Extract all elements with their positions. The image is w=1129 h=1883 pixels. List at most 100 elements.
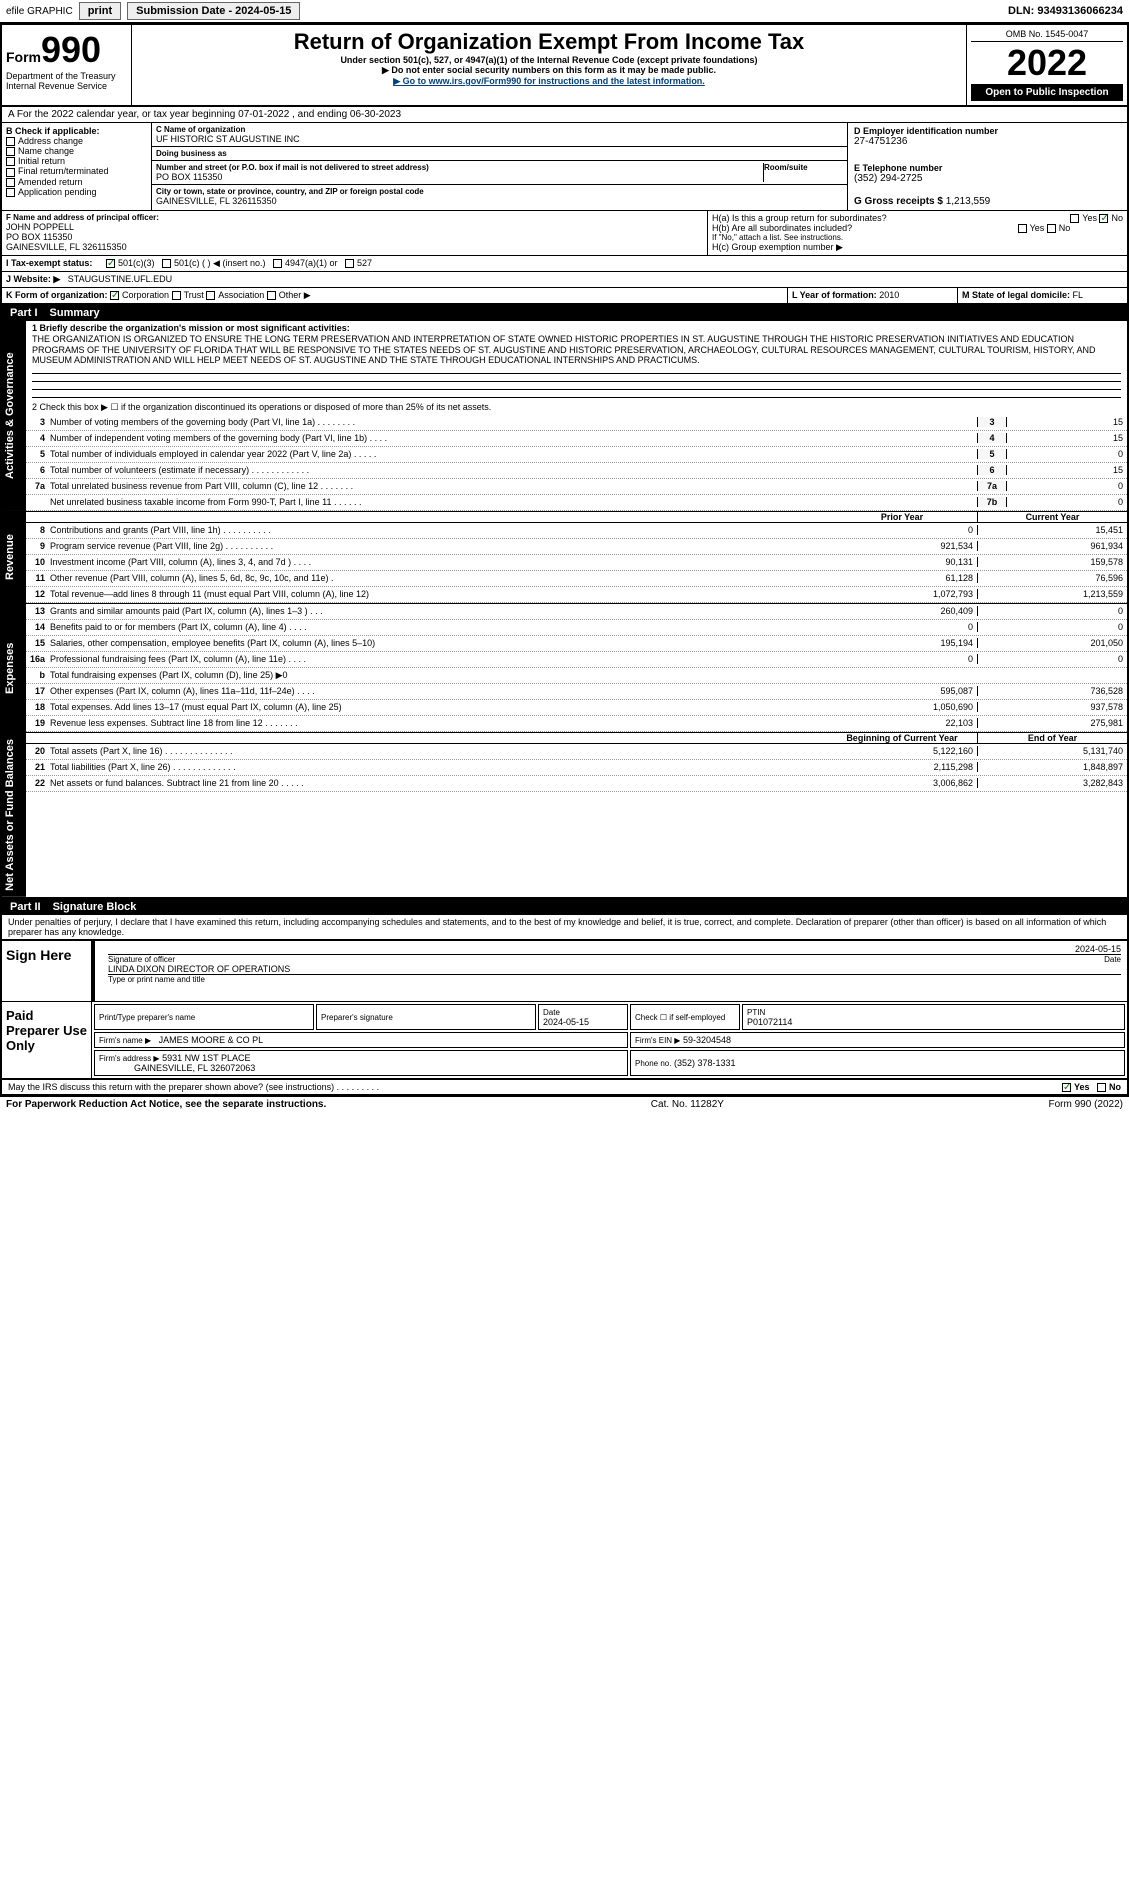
may-irs-text: May the IRS discuss this return with the… xyxy=(8,1082,1062,1092)
self-emp-label: Check ☐ if self-employed xyxy=(635,1013,725,1022)
officer-name: JOHN POPPELL xyxy=(6,222,703,232)
gross-label: G Gross receipts $ xyxy=(854,196,943,207)
website-label: J Website: ▶ xyxy=(6,274,60,284)
name-label: C Name of organization xyxy=(156,125,843,134)
ptin-val: P01072114 xyxy=(747,1017,792,1027)
cb-amended: Amended return xyxy=(18,177,83,187)
part-ii-header: Part II Signature Block xyxy=(0,899,1129,915)
exp-tab: Expenses xyxy=(2,604,26,732)
prep-date: 2024-05-15 xyxy=(543,1017,589,1027)
part-i-header: Part I Summary xyxy=(0,305,1129,321)
opt-527: 527 xyxy=(357,258,372,268)
tax-year: 2022 xyxy=(971,42,1123,84)
prep-sig-label: Preparer's signature xyxy=(321,1013,393,1022)
main-title: Return of Organization Exempt From Incom… xyxy=(142,29,956,55)
signature-block: Sign Here 2024-05-15 Signature of office… xyxy=(0,939,1129,1080)
firm-name: JAMES MOORE & CO PL xyxy=(159,1035,264,1045)
exp-lines-line: 14Benefits paid to or for members (Part … xyxy=(26,620,1127,636)
submission-date-button[interactable]: Submission Date - 2024-05-15 xyxy=(127,2,300,20)
sig-typed-label: Type or print name and title xyxy=(108,975,1121,984)
sig-typed: LINDA DIXON DIRECTOR OF OPERATIONS xyxy=(108,964,1121,975)
box-c: C Name of organization UF HISTORIC ST AU… xyxy=(152,123,847,210)
exp-lines-line: 13Grants and similar amounts paid (Part … xyxy=(26,604,1127,620)
dba-label: Doing business as xyxy=(156,149,843,158)
street-value: PO BOX 115350 xyxy=(156,172,763,182)
org-name: UF HISTORIC ST AUGUSTINE INC xyxy=(156,134,843,144)
entity-block: B Check if applicable: Address change Na… xyxy=(0,123,1129,211)
irs-label: Internal Revenue Service xyxy=(6,81,127,91)
na-lines-line: 20Total assets (Part X, line 16) . . . .… xyxy=(26,744,1127,760)
print-button[interactable]: print xyxy=(79,2,121,20)
dln-label: DLN: 93493136066234 xyxy=(1008,5,1123,17)
na-section: Net Assets or Fund Balances Beginning of… xyxy=(0,733,1129,899)
cb-name: Name change xyxy=(18,146,74,156)
sub-title: Under section 501(c), 527, or 4947(a)(1)… xyxy=(142,55,956,65)
ha-label: H(a) Is this a group return for subordin… xyxy=(712,213,887,223)
rev-section: Revenue Prior Year Current Year 8Contrib… xyxy=(0,512,1129,604)
exp-lines-line: 19Revenue less expenses. Subtract line 1… xyxy=(26,716,1127,732)
street-label: Number and street (or P.O. box if mail i… xyxy=(156,163,763,172)
exp-lines-line: 18Total expenses. Add lines 13–17 (must … xyxy=(26,700,1127,716)
goto-link[interactable]: ▶ Go to www.irs.gov/Form990 for instruct… xyxy=(393,76,705,86)
na-lines-line: 22Net assets or fund balances. Subtract … xyxy=(26,776,1127,792)
open-inspection: Open to Public Inspection xyxy=(971,84,1123,101)
room-label: Room/suite xyxy=(764,163,843,172)
tax-status-row: I Tax-exempt status: 501(c)(3) 501(c) ( … xyxy=(0,256,1129,272)
prior-year-hdr: Prior Year xyxy=(827,512,977,522)
opt-501c: 501(c) ( ) ◀ (insert no.) xyxy=(174,258,265,268)
dept-label: Department of the Treasury xyxy=(6,71,127,81)
gov-line: 5Total number of individuals employed in… xyxy=(26,447,1127,463)
mission-label: 1 Briefly describe the organization's mi… xyxy=(32,323,350,333)
website-row: J Website: ▶ STAUGUSTINE.UFL.EDU xyxy=(0,272,1129,288)
preparer-table: Print/Type preparer's name Preparer's si… xyxy=(92,1002,1127,1078)
cb-pending: Application pending xyxy=(18,187,97,197)
box-b: B Check if applicable: Address change Na… xyxy=(2,123,152,210)
box-l-label: L Year of formation: xyxy=(792,290,877,300)
part-i-title: Part I xyxy=(10,307,38,319)
gov-line: 7aTotal unrelated business revenue from … xyxy=(26,479,1127,495)
efile-label: efile GRAPHIC xyxy=(6,6,73,17)
box-b-label: B Check if applicable: xyxy=(6,126,147,136)
hc-label: H(c) Group exemption number ▶ xyxy=(712,242,1123,253)
city-value: GAINESVILLE, FL 326115350 xyxy=(156,196,843,206)
sig-declaration: Under penalties of perjury, I declare th… xyxy=(0,915,1129,939)
rev-lines-line: 8Contributions and grants (Part VIII, li… xyxy=(26,523,1127,539)
mission-text: THE ORGANIZATION IS ORGANIZED TO ENSURE … xyxy=(32,334,1096,366)
exp-section: Expenses 13Grants and similar amounts pa… xyxy=(0,604,1129,733)
firm-phone: (352) 378-1331 xyxy=(674,1058,736,1068)
topbar: efile GRAPHIC print Submission Date - 20… xyxy=(0,0,1129,23)
may-irs-row: May the IRS discuss this return with the… xyxy=(0,1080,1129,1096)
cb-address: Address change xyxy=(18,136,83,146)
officer-addr1: PO BOX 115350 xyxy=(6,232,703,242)
na-tab: Net Assets or Fund Balances xyxy=(2,733,26,897)
pra-notice: For Paperwork Reduction Act Notice, see … xyxy=(6,1099,326,1110)
period-row: A For the 2022 calendar year, or tax yea… xyxy=(0,107,1129,123)
beg-year-hdr: Beginning of Current Year xyxy=(827,733,977,743)
ag-tab: Activities & Governance xyxy=(2,321,26,511)
firm-ein: 59-3204548 xyxy=(683,1035,731,1045)
paid-preparer-label: Paid Preparer Use Only xyxy=(2,1002,92,1078)
cb-initial: Initial return xyxy=(18,156,65,166)
prep-name-label: Print/Type preparer's name xyxy=(99,1013,195,1022)
line-2: 2 Check this box ▶ ☐ if the organization… xyxy=(26,400,1127,415)
ptin-label: PTIN xyxy=(747,1008,765,1017)
sig-date-label: Date xyxy=(1104,955,1121,964)
omb-label: OMB No. 1545-0047 xyxy=(971,29,1123,42)
exp-lines-line: 17Other expenses (Part IX, column (A), l… xyxy=(26,684,1127,700)
form-header: Form990 Department of the Treasury Inter… xyxy=(0,23,1129,107)
box-l-val: 2010 xyxy=(879,290,899,300)
cat-no: Cat. No. 11282Y xyxy=(651,1099,724,1110)
part-i-sub: Summary xyxy=(50,307,100,319)
opt-4947: 4947(a)(1) or xyxy=(285,258,338,268)
gross-value: 1,213,559 xyxy=(946,196,991,207)
firm-addr2: GAINESVILLE, FL 326072063 xyxy=(134,1063,255,1073)
end-year-hdr: End of Year xyxy=(977,733,1127,743)
h-note: If "No," attach a list. See instructions… xyxy=(712,233,1123,242)
gov-line: 4Number of independent voting members of… xyxy=(26,431,1127,447)
city-label: City or town, state or province, country… xyxy=(156,187,843,196)
firm-addr-label: Firm's address ▶ xyxy=(99,1054,160,1063)
box-d-e-g: D Employer identification number 27-4751… xyxy=(847,123,1127,210)
sig-date: 2024-05-15 xyxy=(1075,944,1121,954)
form-label: Form xyxy=(6,49,41,65)
form-number: 990 xyxy=(41,29,101,70)
